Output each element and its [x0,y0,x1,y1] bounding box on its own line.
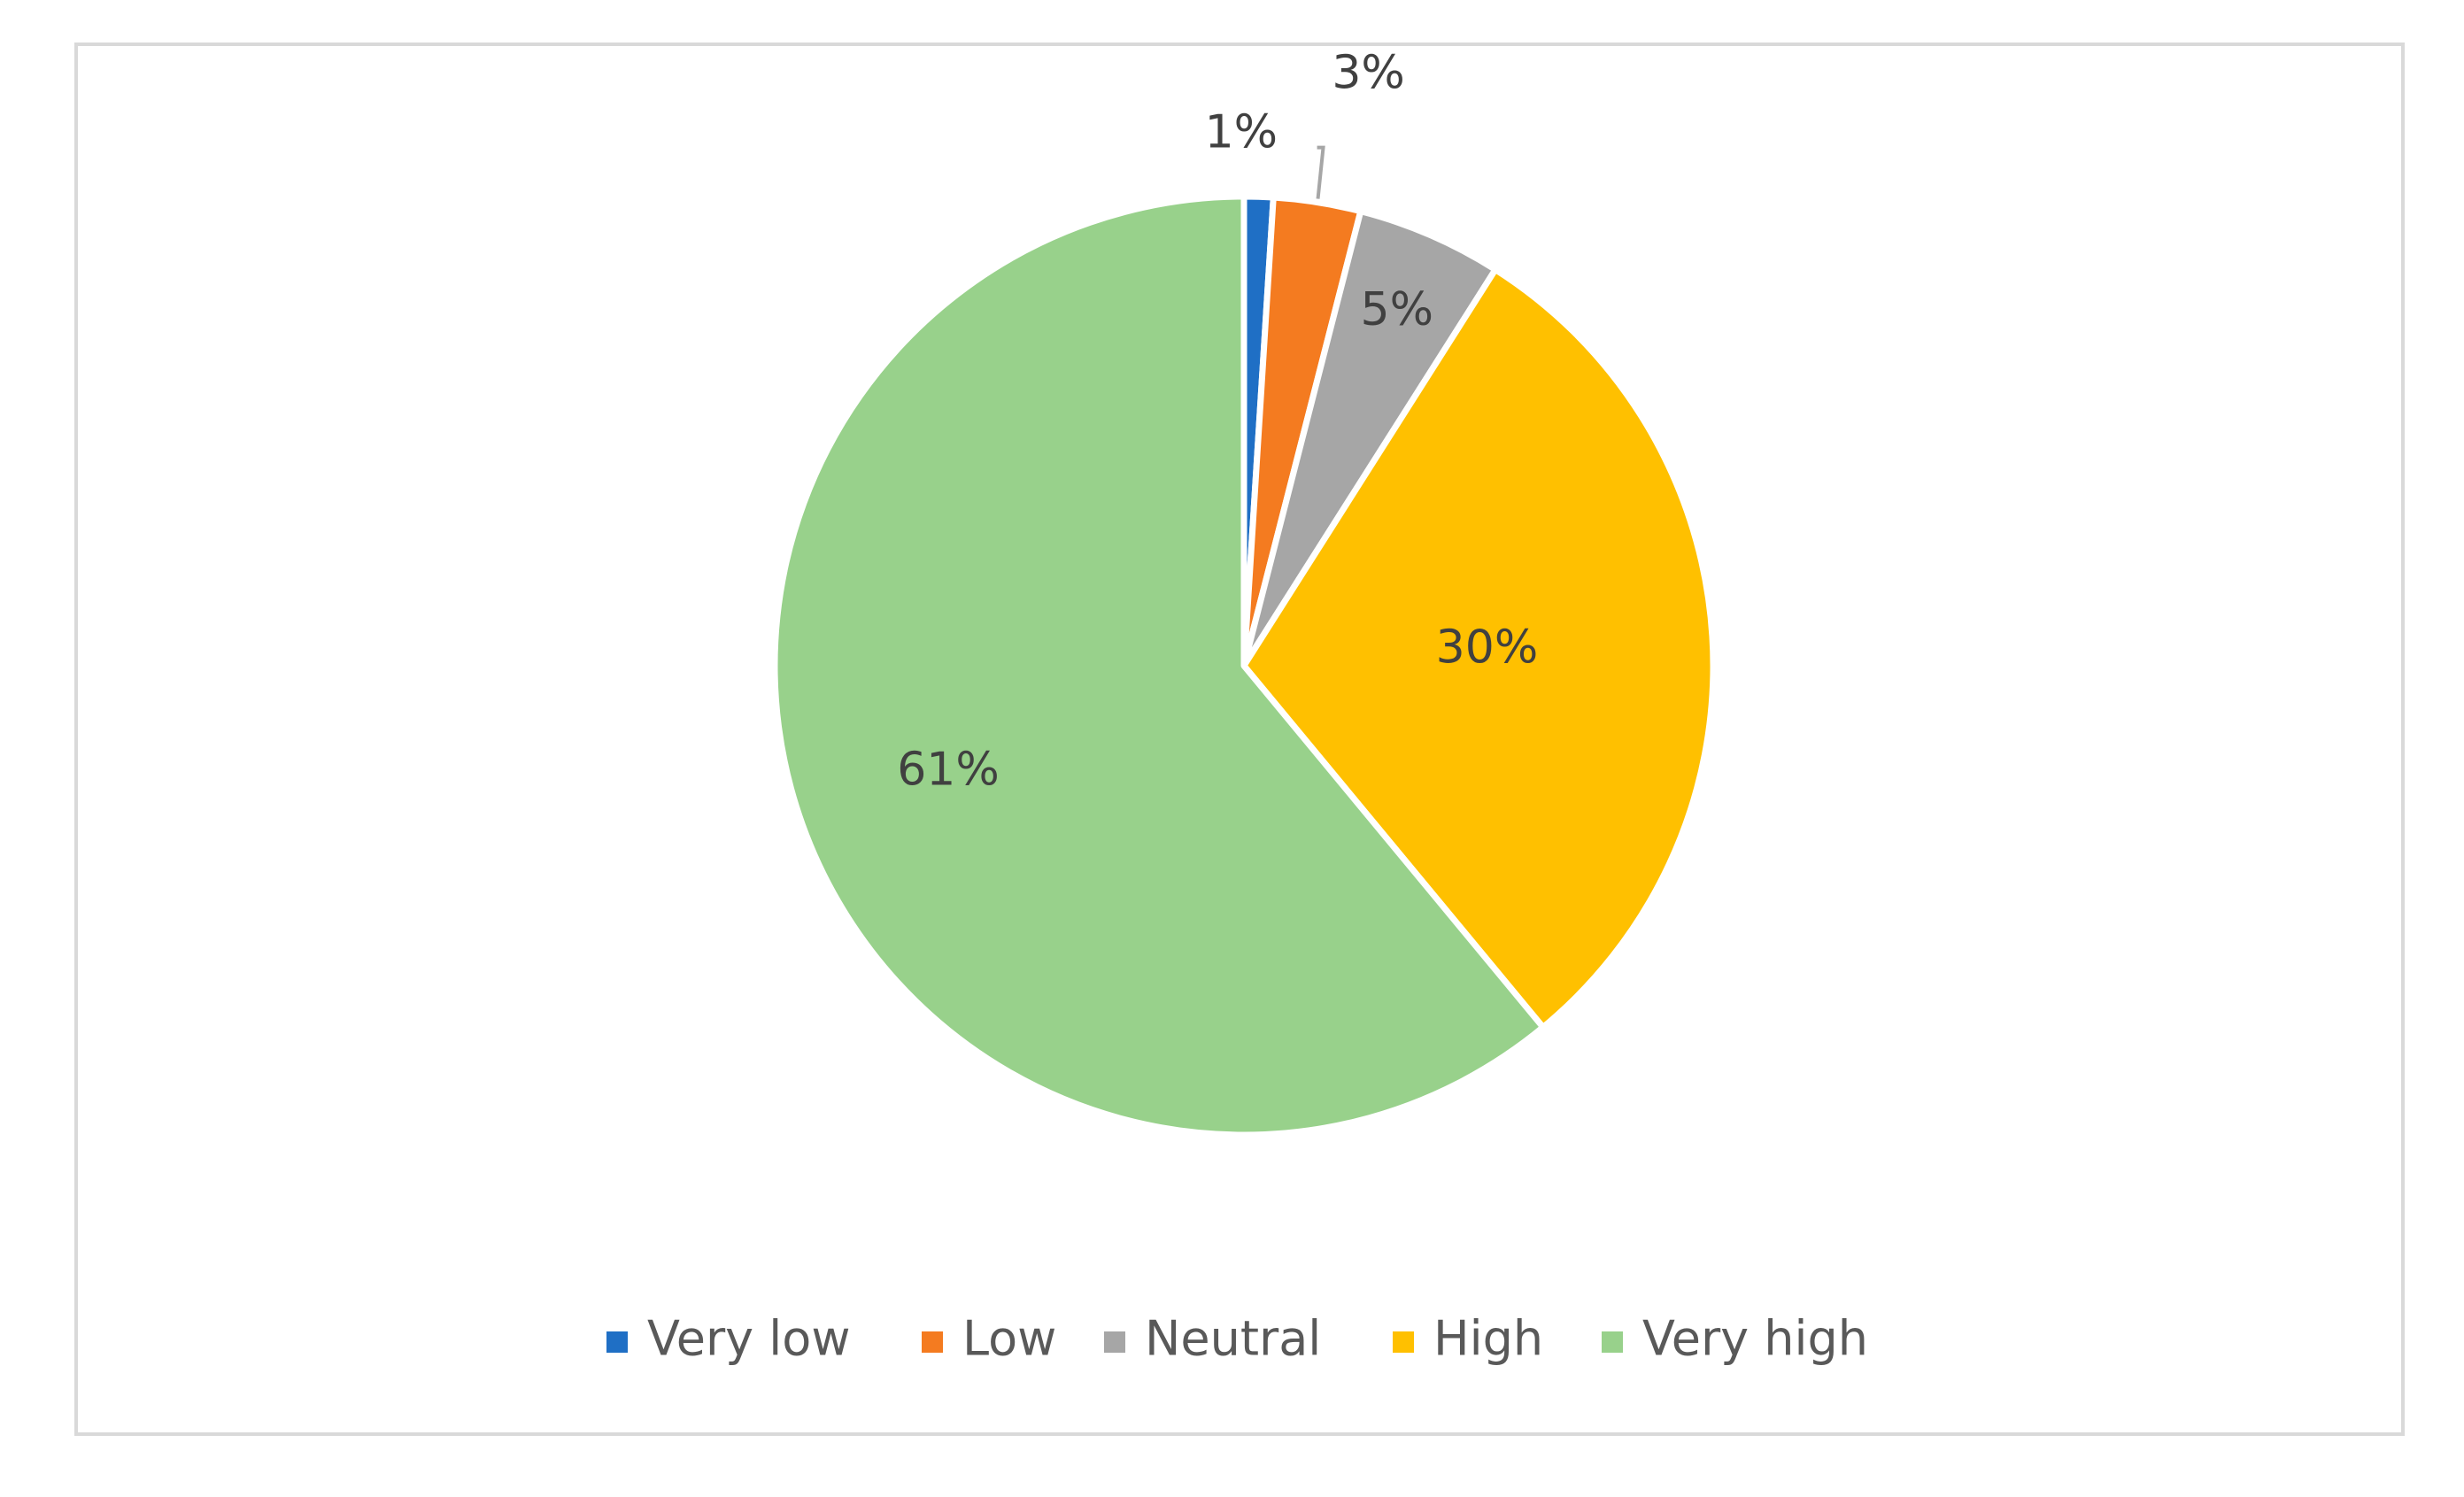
legend-swatch-high [1393,1331,1414,1353]
legend-label-neutral: Neutral [1145,1311,1321,1367]
data-label-very-low: 1% [1205,105,1278,158]
pie-slice-very-high [771,193,1547,1138]
data-label-high: 30% [1436,621,1539,675]
leader-line-low [1316,145,1325,199]
data-label-neutral: 5% [1361,283,1434,336]
slice-labels: 1% 3% 5% 30% 61% [897,46,1538,796]
legend-label-very-high: Very high [1642,1311,1868,1367]
leader-lines [1316,145,1325,199]
legend-swatch-very-low [606,1331,628,1353]
legend-swatch-very-high [1602,1331,1623,1353]
pie-slice-high [1240,266,1717,1030]
legend-label-low: Low [962,1311,1056,1367]
legend-swatch-low [922,1331,943,1353]
legend-label-high: High [1433,1311,1543,1367]
data-label-very-high: 61% [897,743,1000,796]
legend-swatch-neutral [1104,1331,1125,1353]
legend: Very low Low Neutral High Very high [606,1311,1868,1367]
pie-slices [771,193,1717,1138]
data-label-low: 3% [1332,46,1405,99]
legend-label-very-low: Very low [647,1311,851,1367]
